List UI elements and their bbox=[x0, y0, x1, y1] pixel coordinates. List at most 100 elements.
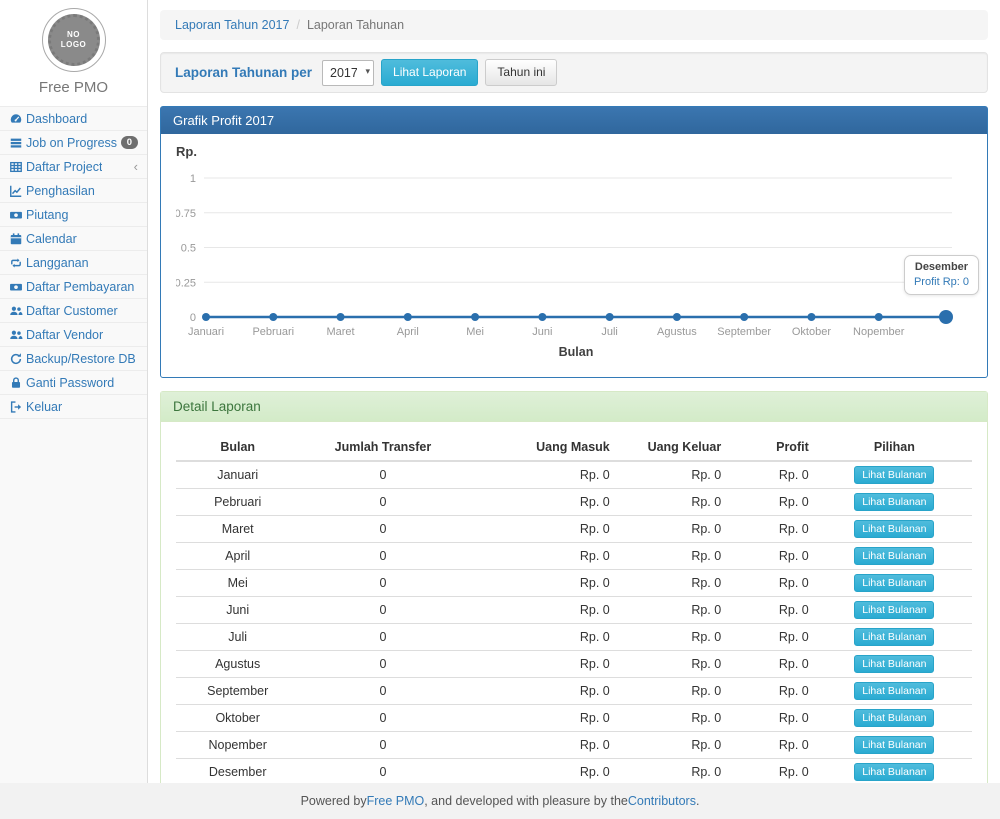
table-body: Januari 0 Rp. 0 Rp. 0 Rp. 0 Lihat Bulana… bbox=[176, 461, 972, 786]
view-monthly-button[interactable]: Lihat Bulanan bbox=[854, 466, 934, 484]
col-bulan: Bulan bbox=[176, 434, 299, 461]
refresh-icon bbox=[9, 351, 26, 366]
table-row: Pebruari 0 Rp. 0 Rp. 0 Rp. 0 Lihat Bulan… bbox=[176, 489, 972, 516]
view-monthly-button[interactable]: Lihat Bulanan bbox=[854, 736, 934, 754]
svg-text:0.25: 0.25 bbox=[176, 277, 196, 289]
view-monthly-button[interactable]: Lihat Bulanan bbox=[854, 709, 934, 727]
cell-masuk: Rp. 0 bbox=[467, 759, 618, 786]
sidebar-item-ganti-password[interactable]: Ganti Password bbox=[0, 371, 147, 395]
cell-keluar: Rp. 0 bbox=[618, 732, 729, 759]
table-row: Juli 0 Rp. 0 Rp. 0 Rp. 0 Lihat Bulanan bbox=[176, 624, 972, 651]
cell-jumlah: 0 bbox=[299, 489, 466, 516]
cell-masuk: Rp. 0 bbox=[467, 651, 618, 678]
cell-bulan: Juli bbox=[176, 624, 299, 651]
col-pilihan: Pilihan bbox=[817, 434, 972, 461]
svg-text:Mei: Mei bbox=[466, 326, 484, 338]
sidebar-item-job-on-progress[interactable]: Job on Progress 0 bbox=[0, 131, 147, 155]
brand-name: Free PMO bbox=[0, 79, 147, 96]
cell-profit: Rp. 0 bbox=[729, 543, 817, 570]
cell-profit: Rp. 0 bbox=[729, 570, 817, 597]
view-monthly-button[interactable]: Lihat Bulanan bbox=[854, 574, 934, 592]
footer-text: . bbox=[696, 794, 699, 808]
cell-masuk: Rp. 0 bbox=[467, 597, 618, 624]
sidebar-item-penghasilan[interactable]: Penghasilan bbox=[0, 179, 147, 203]
view-monthly-button[interactable]: Lihat Bulanan bbox=[854, 763, 934, 781]
money-icon bbox=[9, 207, 26, 222]
view-report-button[interactable]: Lihat Laporan bbox=[381, 59, 478, 87]
sidebar-item-daftar-vendor[interactable]: Daftar Vendor bbox=[0, 323, 147, 347]
cell-jumlah: 0 bbox=[299, 759, 466, 786]
cell-jumlah: 0 bbox=[299, 570, 466, 597]
cell-profit: Rp. 0 bbox=[729, 461, 817, 489]
view-monthly-button[interactable]: Lihat Bulanan bbox=[854, 493, 934, 511]
cell-profit: Rp. 0 bbox=[729, 597, 817, 624]
cell-bulan: September bbox=[176, 678, 299, 705]
detail-report-panel: Detail Laporan Bulan Jumlah Transfer Uan… bbox=[160, 391, 988, 819]
svg-text:Juni: Juni bbox=[532, 326, 552, 338]
cell-masuk: Rp. 0 bbox=[467, 461, 618, 489]
cell-bulan: Januari bbox=[176, 461, 299, 489]
cell-keluar: Rp. 0 bbox=[618, 489, 729, 516]
sidebar-item-calendar[interactable]: Calendar bbox=[0, 227, 147, 251]
footer-text: , and developed with pleasure by the bbox=[424, 794, 628, 808]
cell-keluar: Rp. 0 bbox=[618, 461, 729, 489]
view-monthly-button[interactable]: Lihat Bulanan bbox=[854, 520, 934, 538]
cell-bulan: Oktober bbox=[176, 705, 299, 732]
col-uang-keluar: Uang Keluar bbox=[618, 434, 729, 461]
sidebar-item-backup-restore-db[interactable]: Backup/Restore DB bbox=[0, 347, 147, 371]
sidebar-item-daftar-customer[interactable]: Daftar Customer bbox=[0, 299, 147, 323]
cell-jumlah: 0 bbox=[299, 516, 466, 543]
cell-keluar: Rp. 0 bbox=[618, 543, 729, 570]
view-monthly-button[interactable]: Lihat Bulanan bbox=[854, 655, 934, 673]
tooltip-title: Desember bbox=[914, 261, 969, 273]
calendar-icon bbox=[9, 231, 26, 246]
current-year-button[interactable]: Tahun ini bbox=[485, 59, 557, 87]
cell-jumlah: 0 bbox=[299, 543, 466, 570]
chart-tooltip: Desember Profit Rp: 0 bbox=[904, 255, 979, 295]
sidebar: NO LOGO Free PMO Dashboard Job on Progre… bbox=[0, 0, 148, 783]
svg-text:0.5: 0.5 bbox=[181, 243, 196, 255]
breadcrumb-separator: / bbox=[296, 18, 299, 32]
profit-line-chart[interactable]: 10.750.50.250JanuariPebruariMaretAprilMe… bbox=[176, 162, 970, 362]
breadcrumb-link[interactable]: Laporan Tahun 2017 bbox=[175, 18, 289, 32]
cell-profit: Rp. 0 bbox=[729, 759, 817, 786]
report-filter-bar: Laporan Tahunan per 2017 ▾ Lihat Laporan… bbox=[160, 52, 988, 93]
cell-jumlah: 0 bbox=[299, 732, 466, 759]
dashboard-icon bbox=[9, 111, 26, 126]
cell-profit: Rp. 0 bbox=[729, 678, 817, 705]
cell-bulan: Juni bbox=[176, 597, 299, 624]
sidebar-item-piutang[interactable]: Piutang bbox=[0, 203, 147, 227]
view-monthly-button[interactable]: Lihat Bulanan bbox=[854, 628, 934, 646]
cell-keluar: Rp. 0 bbox=[618, 516, 729, 543]
svg-text:Nopember: Nopember bbox=[853, 326, 905, 338]
view-monthly-button[interactable]: Lihat Bulanan bbox=[854, 547, 934, 565]
sidebar-item-daftar-pembayaran[interactable]: Daftar Pembayaran bbox=[0, 275, 147, 299]
cell-masuk: Rp. 0 bbox=[467, 732, 618, 759]
cell-jumlah: 0 bbox=[299, 624, 466, 651]
col-profit: Profit bbox=[729, 434, 817, 461]
sidebar-item-langganan[interactable]: Langganan bbox=[0, 251, 147, 275]
svg-text:0: 0 bbox=[190, 312, 196, 324]
free-pmo-link[interactable]: Free PMO bbox=[367, 794, 425, 808]
view-monthly-button[interactable]: Lihat Bulanan bbox=[854, 601, 934, 619]
svg-text:Bulan: Bulan bbox=[559, 345, 594, 359]
cell-masuk: Rp. 0 bbox=[467, 678, 618, 705]
free-pmo-app: NO LOGO Free PMO Dashboard Job on Progre… bbox=[0, 0, 1000, 819]
cell-masuk: Rp. 0 bbox=[467, 516, 618, 543]
no-logo-badge: NO LOGO bbox=[42, 8, 106, 72]
sidebar-item-dashboard[interactable]: Dashboard bbox=[0, 107, 147, 131]
sidebar-item-daftar-project[interactable]: Daftar Project ‹ bbox=[0, 155, 147, 179]
line-chart-icon bbox=[9, 183, 26, 198]
table-row: Desember 0 Rp. 0 Rp. 0 Rp. 0 Lihat Bulan… bbox=[176, 759, 972, 786]
retweet-icon bbox=[9, 255, 26, 270]
sidebar-item-keluar[interactable]: Keluar bbox=[0, 395, 147, 419]
footer-text: Powered by bbox=[301, 794, 367, 808]
job-count-badge: 0 bbox=[121, 136, 138, 150]
cell-profit: Rp. 0 bbox=[729, 732, 817, 759]
view-monthly-button[interactable]: Lihat Bulanan bbox=[854, 682, 934, 700]
cell-bulan: Desember bbox=[176, 759, 299, 786]
main-content: Laporan Tahun 2017 / Laporan Tahunan Lap… bbox=[148, 0, 1000, 819]
contributors-link[interactable]: Contributors bbox=[628, 794, 696, 808]
col-uang-masuk: Uang Masuk bbox=[467, 434, 618, 461]
year-select[interactable]: 2017 bbox=[322, 60, 374, 86]
